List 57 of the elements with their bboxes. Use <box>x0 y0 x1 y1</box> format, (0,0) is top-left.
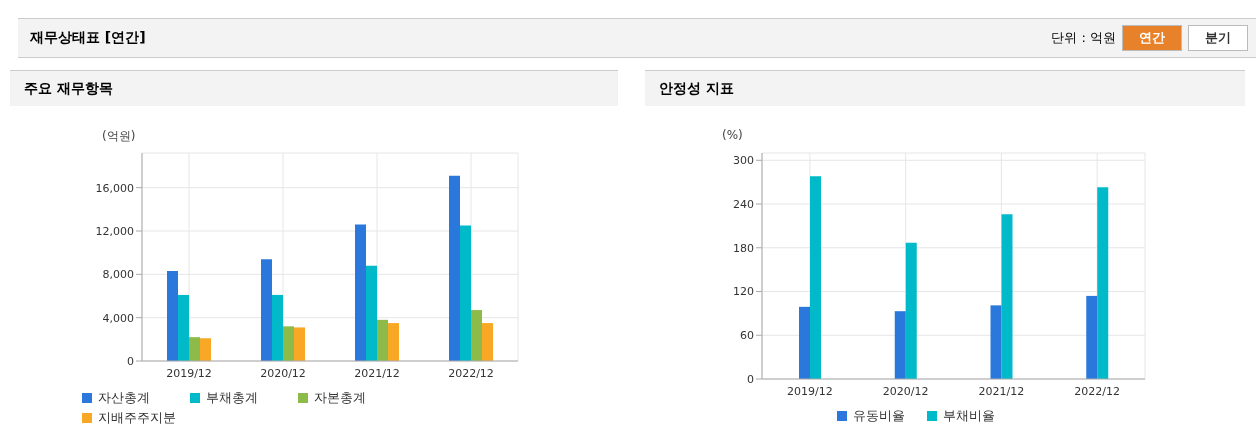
y-tick-label: 240 <box>733 197 754 211</box>
bar <box>905 242 917 379</box>
x-tick-label: 2019/12 <box>787 384 833 398</box>
bar <box>810 176 821 379</box>
bar <box>294 327 305 361</box>
text: 재무상태표 [연간] <box>30 29 146 47</box>
y-axis-title: (%) <box>722 128 743 142</box>
y-tick-label: 12,000 <box>95 224 134 238</box>
bar <box>799 306 810 379</box>
y-tick-label: 0 <box>127 354 134 368</box>
y-tick-label: 60 <box>740 329 754 343</box>
bar <box>189 337 200 361</box>
bar <box>283 326 294 361</box>
bar <box>178 294 189 361</box>
x-tick-label: 2021/12 <box>978 384 1025 398</box>
bar <box>355 224 366 361</box>
bar <box>894 311 906 379</box>
bar <box>167 271 178 361</box>
legend-label: 지배주주지분 <box>97 409 177 427</box>
bar <box>388 323 399 361</box>
x-tick-label: 2022/12 <box>1074 384 1120 398</box>
bar <box>449 175 460 361</box>
bar <box>482 323 493 361</box>
text: 단위 : 억원 <box>1051 29 1116 47</box>
x-tick-label: 2022/12 <box>448 366 494 380</box>
bar <box>272 294 283 361</box>
x-tick-label: 2021/12 <box>354 366 400 380</box>
bar <box>261 259 272 361</box>
chart-title: 안정성 지표 <box>645 70 1245 106</box>
bar <box>200 338 211 361</box>
text: 연간 <box>1122 25 1182 51</box>
text: 분기 <box>1188 25 1248 51</box>
y-tick-label: 120 <box>733 285 754 299</box>
chart-title: 주요 재무항목 <box>10 70 618 106</box>
y-tick-label: 300 <box>733 154 754 168</box>
legend-label: 부채비율 <box>942 407 996 425</box>
x-tick-label: 2020/12 <box>882 384 929 398</box>
bar <box>460 225 471 361</box>
y-tick-label: 8,000 <box>102 268 134 282</box>
x-tick-label: 2020/12 <box>260 366 306 380</box>
legend-label: 자산총계 <box>97 389 151 407</box>
legend-label: 자본총계 <box>313 389 367 407</box>
bar <box>1097 187 1109 379</box>
x-tick-label: 2019/12 <box>166 366 212 380</box>
bar <box>377 319 388 361</box>
y-axis-title: (억원) <box>102 128 136 145</box>
bar <box>471 310 482 361</box>
bar <box>1086 295 1098 379</box>
bar <box>990 305 1002 379</box>
y-tick-label: 4,000 <box>102 311 134 325</box>
y-tick-label: 0 <box>747 372 754 386</box>
bar <box>1001 214 1013 379</box>
bar <box>366 265 377 361</box>
legend-label: 유동비율 <box>852 407 906 425</box>
y-tick-label: 16,000 <box>95 181 134 195</box>
y-tick-label: 180 <box>733 241 754 255</box>
legend-label: 부채총계 <box>205 389 259 407</box>
